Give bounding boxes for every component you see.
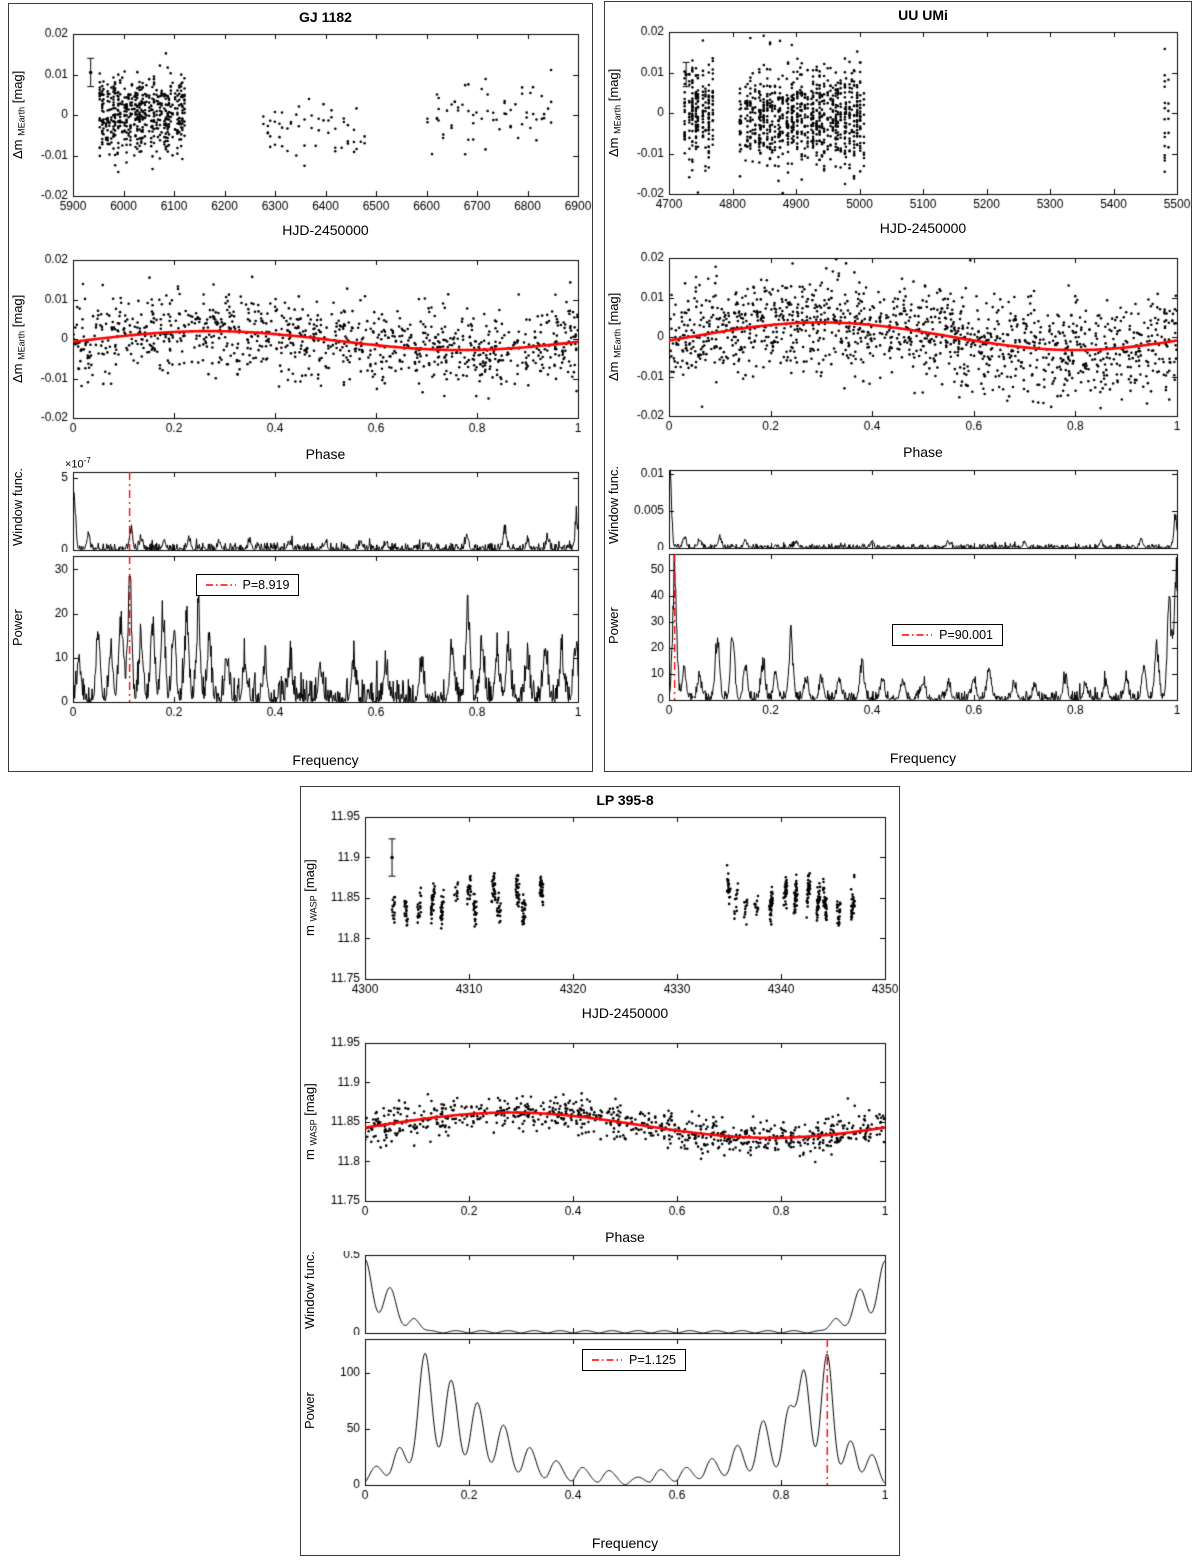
dashdot-line-icon (592, 1359, 623, 1361)
mag-label-prefix: Δm (10, 136, 25, 160)
mag-label-sub: MEarth (16, 107, 27, 137)
lp395-timeseries-canvas (301, 809, 899, 1005)
lp395-phase-canvas (301, 1035, 899, 1227)
mag-label-prefix: m (302, 1145, 317, 1161)
gj1182-phase-xlabel: Phase (305, 446, 346, 462)
mag-label-suffix: [mag] (10, 70, 25, 107)
mag-label-prefix: Δm (10, 360, 25, 384)
gj1182-timeseries-plot: Δm MEarth [mag] (9, 26, 592, 222)
mag-label-sub: WASP (308, 1119, 319, 1146)
gj1182-power-ylabel: Power (10, 609, 25, 647)
lp395-period-legend: P=1.125 (582, 1349, 686, 1371)
lp395-timeseries-ylabel: m WASP [mag] (302, 817, 320, 979)
gj1182-phase-canvas (9, 252, 592, 444)
lp395-phase-plot: m WASP [mag] (301, 1035, 899, 1227)
lp395-timeseries-xlabel: HJD-2450000 (581, 1005, 669, 1021)
mag-label-prefix: Δm (606, 358, 621, 382)
lp395-phase-xlabel: Phase (605, 1229, 645, 1245)
gj1182-window-canvas (9, 468, 592, 552)
uuumi-power-plot: Power P=90.001 (605, 552, 1191, 730)
lp395-phase-ylabel: m WASP [mag] (302, 1043, 320, 1201)
scale-exponent: -7 (83, 456, 91, 465)
uuumi-window-canvas (605, 466, 1191, 550)
uuumi-window-plot: Window func. (605, 466, 1191, 550)
mag-label-suffix: [mag] (10, 294, 25, 331)
dashdot-line-icon (205, 584, 236, 586)
gj1182-timeseries-xlabel: HJD-2450000 (282, 222, 369, 238)
mag-label-prefix: m (302, 921, 317, 937)
lp395-window-plot: Window func. (301, 1251, 899, 1335)
uuumi-phase-xlabel: Phase (903, 444, 943, 460)
panel-gj1182: GJ 1182 Δm MEarth [mag] HJD-2450000 Δm M… (8, 3, 593, 772)
lp395-window-canvas (301, 1251, 899, 1335)
lp395-window-ylabel: Window func. (302, 1250, 317, 1330)
lp395-timeseries-plot: m WASP [mag] (301, 809, 899, 1005)
uuumi-power-ylabel: Power (606, 607, 621, 645)
panel-title-gj1182: GJ 1182 (299, 9, 352, 25)
panel-uuumi: UU UMi Δm MEarth [mag] HJD-2450000 Δm ME… (604, 1, 1192, 772)
gj1182-power-plot: Power P=8.919 (9, 554, 592, 732)
gj1182-timeseries-ylabel: Δm MEarth [mag] (10, 34, 28, 196)
uuumi-phase-plot: Δm MEarth [mag] (605, 250, 1191, 442)
uuumi-timeseries-ylabel: Δm MEarth [mag] (606, 32, 624, 194)
mag-label-suffix: [mag] (606, 292, 621, 329)
scale-base: ×10 (65, 458, 84, 471)
gj1182-window-plot: Window func. ×10-7 (9, 456, 592, 552)
gj1182-power-xlabel: Frequency (292, 752, 359, 768)
panel-title-uuumi: UU UMi (898, 7, 948, 23)
lp395-power-plot: Power P=1.125 (301, 1337, 899, 1515)
uuumi-phase-ylabel: Δm MEarth [mag] (606, 258, 624, 416)
mag-label-prefix: Δm (606, 134, 621, 158)
uuumi-power-xlabel: Frequency (889, 750, 957, 766)
period-value-label: P=90.001 (939, 628, 993, 642)
uuumi-period-legend: P=90.001 (892, 624, 1003, 646)
period-value-label: P=1.125 (629, 1353, 676, 1367)
mag-label-suffix: [mag] (302, 859, 317, 896)
gj1182-period-legend: P=8.919 (195, 574, 300, 596)
panel-title-lp395-8: LP 395-8 (596, 792, 654, 808)
gj1182-phase-ylabel: Δm MEarth [mag] (10, 260, 28, 418)
mag-label-sub: MEarth (612, 105, 623, 135)
mag-label-suffix: [mag] (606, 68, 621, 105)
uuumi-window-ylabel: Window func. (606, 465, 621, 545)
uuumi-timeseries-canvas (605, 24, 1191, 220)
gj1182-window-ylabel: Window func. (10, 467, 25, 547)
uuumi-timeseries-plot: Δm MEarth [mag] (605, 24, 1191, 220)
gj1182-timeseries-canvas (9, 26, 592, 222)
uuumi-phase-canvas (605, 250, 1191, 442)
uuumi-timeseries-xlabel: HJD-2450000 (879, 220, 967, 236)
gj1182-power-canvas (9, 554, 592, 732)
mag-label-sub: WASP (308, 895, 319, 922)
panel-lp395-8: LP 395-8 m WASP [mag] HJD-2450000 m WASP… (300, 786, 900, 1556)
mag-label-suffix: [mag] (302, 1083, 317, 1120)
lp395-power-xlabel: Frequency (591, 1535, 659, 1551)
gj1182-window-scale-label: ×10-7 (65, 456, 91, 471)
mag-label-sub: MEarth (16, 331, 27, 361)
lp395-power-ylabel: Power (302, 1392, 317, 1430)
dashdot-line-icon (902, 634, 933, 636)
mag-label-sub: MEarth (612, 329, 623, 359)
gj1182-phase-plot: Δm MEarth [mag] (9, 252, 592, 444)
period-value-label: P=8.919 (242, 578, 290, 592)
